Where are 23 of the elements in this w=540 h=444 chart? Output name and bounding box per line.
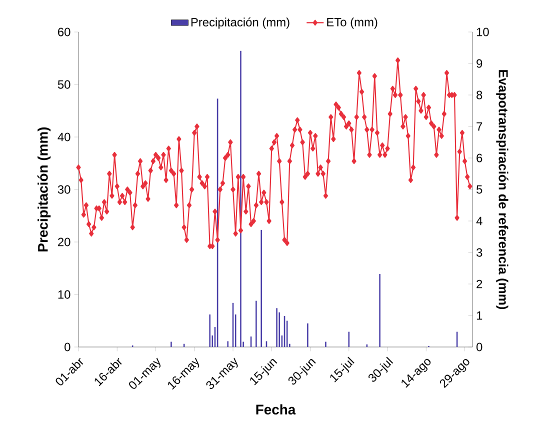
y2-tick-label: 8: [476, 90, 482, 100]
legend-label: ETo (mm): [327, 18, 378, 29]
y-tick-label: 0: [64, 342, 70, 352]
x-axis-title: Fecha: [256, 404, 296, 415]
y-tick-label: 10: [58, 290, 70, 299]
y2-tick-label: 4: [476, 216, 482, 226]
y2-tick-label: 3: [476, 248, 482, 257]
y2-axis-title: Evapotranspiración de referencia (mm): [496, 70, 508, 310]
y-tick-label: 20: [58, 238, 70, 246]
y2-tick-label: 5: [476, 185, 482, 194]
y2-tick-label: 9: [476, 59, 482, 68]
y2-tick-label: 10: [476, 28, 489, 36]
y-tick-label: 40: [58, 132, 70, 142]
y-tick-label: 50: [58, 80, 70, 89]
y-tick-label: 30: [58, 185, 70, 194]
y2-tick-label: 1: [476, 311, 482, 320]
y-tick-label: 60: [58, 28, 70, 36]
y2-tick-label: 6: [476, 154, 482, 162]
legend-label: Precipitación (mm): [191, 18, 290, 29]
y2-tick-label: 2: [476, 280, 482, 288]
y-axis-title: Precipitación (mm): [37, 127, 51, 252]
y2-tick-label: 7: [476, 122, 482, 131]
y2-tick-label: 0: [476, 342, 482, 352]
